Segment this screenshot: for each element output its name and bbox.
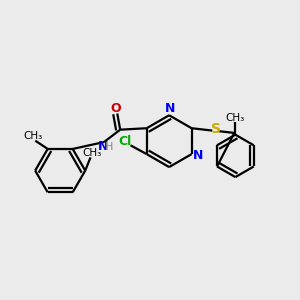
Text: O: O (111, 102, 122, 115)
Text: Cl: Cl (118, 135, 131, 148)
Text: N: N (98, 140, 108, 153)
Text: S: S (211, 122, 221, 136)
Text: N: N (193, 149, 203, 162)
Text: CH₃: CH₃ (23, 131, 43, 141)
Text: CH₃: CH₃ (82, 148, 101, 158)
Text: CH₃: CH₃ (226, 112, 245, 123)
Text: H: H (105, 142, 113, 152)
Text: N: N (164, 102, 175, 115)
